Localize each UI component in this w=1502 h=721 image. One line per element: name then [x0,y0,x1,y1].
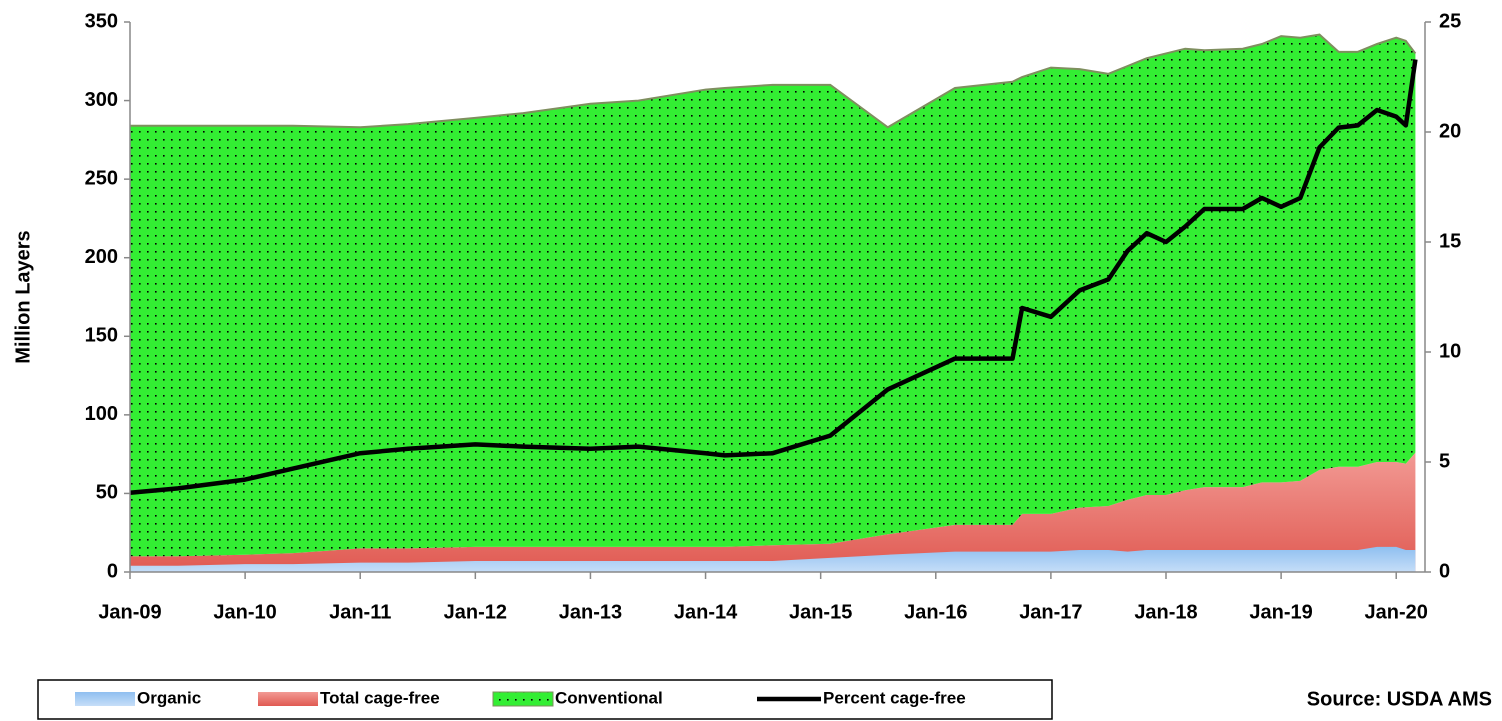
x-tick-label: Jan-10 [213,601,276,623]
y-tick-label: 200 [85,246,118,268]
y-tick-label: 300 [85,89,118,111]
y2-tick-label: 5 [1439,450,1450,472]
legend-swatch [492,691,554,707]
legend-label: Total cage-free [320,688,440,707]
legend-label: Percent cage-free [823,688,966,707]
x-tick-label: Jan-13 [559,601,622,623]
y-tick-label: 0 [107,560,118,582]
y-tick-label: 50 [96,482,118,504]
y2-tick-label: 10 [1439,340,1461,362]
area [130,452,1416,572]
x-tick-label: Jan-16 [904,601,967,623]
legend-label: Organic [137,688,201,707]
x-tick-label: Jan-19 [1249,601,1312,623]
source: Source: USDA AMS [1307,688,1492,710]
y-tick-label: 100 [85,403,118,425]
y2-tick-label: 15 [1439,230,1461,252]
y-tick-label: 250 [85,167,118,189]
y2-tick-label: 0 [1439,560,1450,582]
x-tick-label: Jan-11 [329,601,391,623]
x-tick-label: Jan-12 [444,601,507,623]
y-tick-label: 350 [85,10,118,32]
area [130,546,1416,572]
y-tick-label: 150 [85,325,118,347]
x-tick-label: Jan-09 [98,601,161,623]
x-tick-label: Jan-14 [674,601,738,623]
area [130,34,1416,557]
x-tick-label: Jan-15 [789,601,852,623]
legend-label: Conventional [555,688,663,707]
x-tick-label: Jan-18 [1134,601,1197,623]
y-axis-label: Million Layers [12,230,34,363]
legend-swatch [258,692,318,706]
line [129,59,1418,496]
x-tick-label: Jan-17 [1019,601,1082,623]
area-edge [130,33,1417,129]
x-tick-label: Jan-20 [1365,601,1428,623]
y2-tick-label: 25 [1439,10,1461,32]
legend-swatch [75,692,135,706]
y2-tick-label: 20 [1439,120,1461,142]
